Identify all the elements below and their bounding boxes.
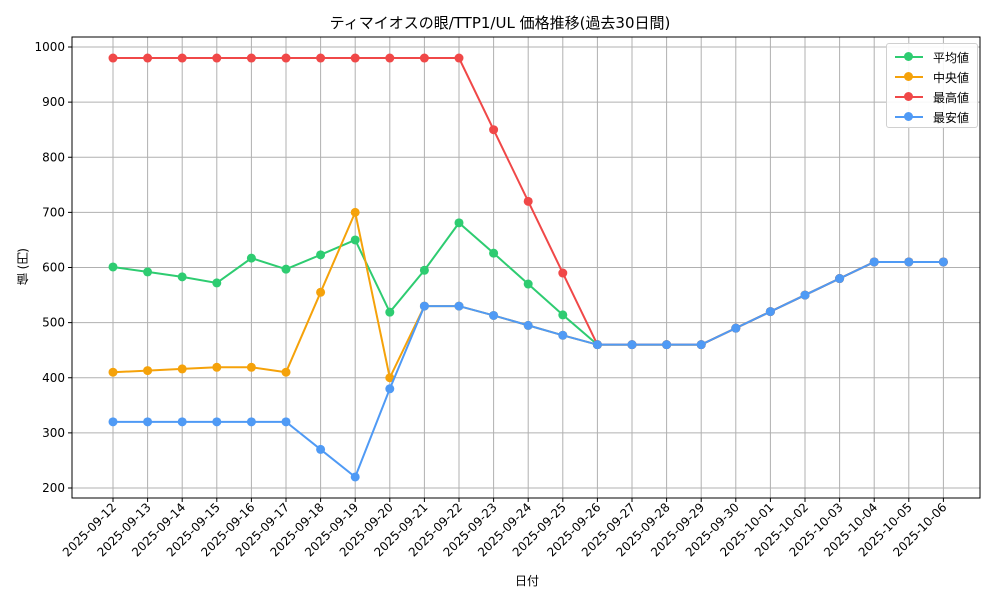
data-point — [419, 265, 429, 275]
legend-label: 最高値 — [933, 91, 970, 105]
data-point — [281, 417, 291, 427]
legend-item-min: 最安値 — [887, 107, 977, 127]
data-point — [143, 417, 153, 427]
data-point — [454, 53, 464, 63]
data-point — [523, 196, 533, 206]
data-point — [177, 272, 187, 282]
y-tick-label: 300 — [42, 426, 65, 440]
data-point — [869, 257, 879, 267]
data-point — [316, 287, 326, 297]
y-axis-label: 値 (円) — [16, 248, 30, 286]
data-point — [904, 257, 914, 267]
plot-frame — [71, 36, 981, 499]
legend-item-median: 中央値 — [887, 67, 977, 87]
data-point — [316, 53, 326, 63]
data-point — [246, 253, 256, 263]
legend-item-max: 最高値 — [887, 87, 977, 107]
y-tick-label: 400 — [42, 371, 65, 385]
data-point — [523, 320, 533, 330]
data-point — [523, 279, 533, 289]
data-point — [489, 125, 499, 135]
data-point — [316, 250, 326, 260]
data-point — [489, 248, 499, 258]
data-point — [350, 53, 360, 63]
data-point — [281, 264, 291, 274]
data-point — [385, 53, 395, 63]
data-point — [108, 262, 118, 272]
data-point — [385, 384, 395, 394]
data-point — [696, 340, 706, 350]
data-point — [143, 366, 153, 376]
data-point — [662, 340, 672, 350]
data-point — [765, 307, 775, 317]
data-point — [281, 367, 291, 377]
legend-marker-icon — [904, 92, 913, 101]
y-tick-label: 900 — [42, 95, 65, 109]
y-tick-label: 500 — [42, 316, 65, 330]
legend-label: 最安値 — [933, 111, 970, 125]
data-point — [454, 301, 464, 311]
data-point — [108, 367, 118, 377]
y-tick-label: 1000 — [34, 40, 65, 54]
data-point — [558, 330, 568, 340]
legend-marker-icon — [904, 112, 913, 121]
data-point — [212, 53, 222, 63]
y-tick-label: 800 — [42, 150, 65, 164]
legend-marker-icon — [904, 72, 913, 81]
data-point — [350, 207, 360, 217]
data-point — [212, 278, 222, 288]
data-point — [627, 340, 637, 350]
data-point — [212, 417, 222, 427]
data-point — [938, 257, 948, 267]
data-point — [558, 268, 568, 278]
data-point — [385, 373, 395, 383]
data-point — [177, 417, 187, 427]
data-point — [177, 364, 187, 374]
data-point — [454, 218, 464, 228]
data-point — [281, 53, 291, 63]
data-point — [350, 235, 360, 245]
y-tick-label: 200 — [42, 481, 65, 495]
data-point — [592, 340, 602, 350]
data-point — [419, 53, 429, 63]
data-point — [316, 444, 326, 454]
data-point — [489, 310, 499, 320]
data-point — [800, 290, 810, 300]
data-point — [212, 362, 222, 372]
y-tick-label: 600 — [42, 261, 65, 275]
data-point — [246, 362, 256, 372]
legend-label: 平均値 — [933, 51, 970, 65]
data-point — [419, 301, 429, 311]
data-point — [350, 472, 360, 482]
legend: 平均値 中央値 最高値 最安値 — [886, 43, 978, 128]
legend-marker-icon — [904, 52, 913, 61]
data-point — [246, 417, 256, 427]
data-point — [143, 53, 153, 63]
data-point — [177, 53, 187, 63]
x-axis-label: 日付 — [515, 574, 540, 588]
data-point — [835, 274, 845, 284]
legend-label: 中央値 — [933, 71, 970, 85]
data-point — [108, 417, 118, 427]
data-point — [731, 323, 741, 333]
y-tick-label: 700 — [42, 205, 65, 219]
data-point — [108, 53, 118, 63]
data-point — [558, 310, 568, 320]
legend-item-average: 平均値 — [887, 47, 977, 67]
data-point — [143, 267, 153, 277]
data-point — [246, 53, 256, 63]
chart-title: ティマイオスの眼/TTP1/UL 価格推移(過去30日間) — [329, 14, 671, 32]
data-point — [385, 307, 395, 317]
